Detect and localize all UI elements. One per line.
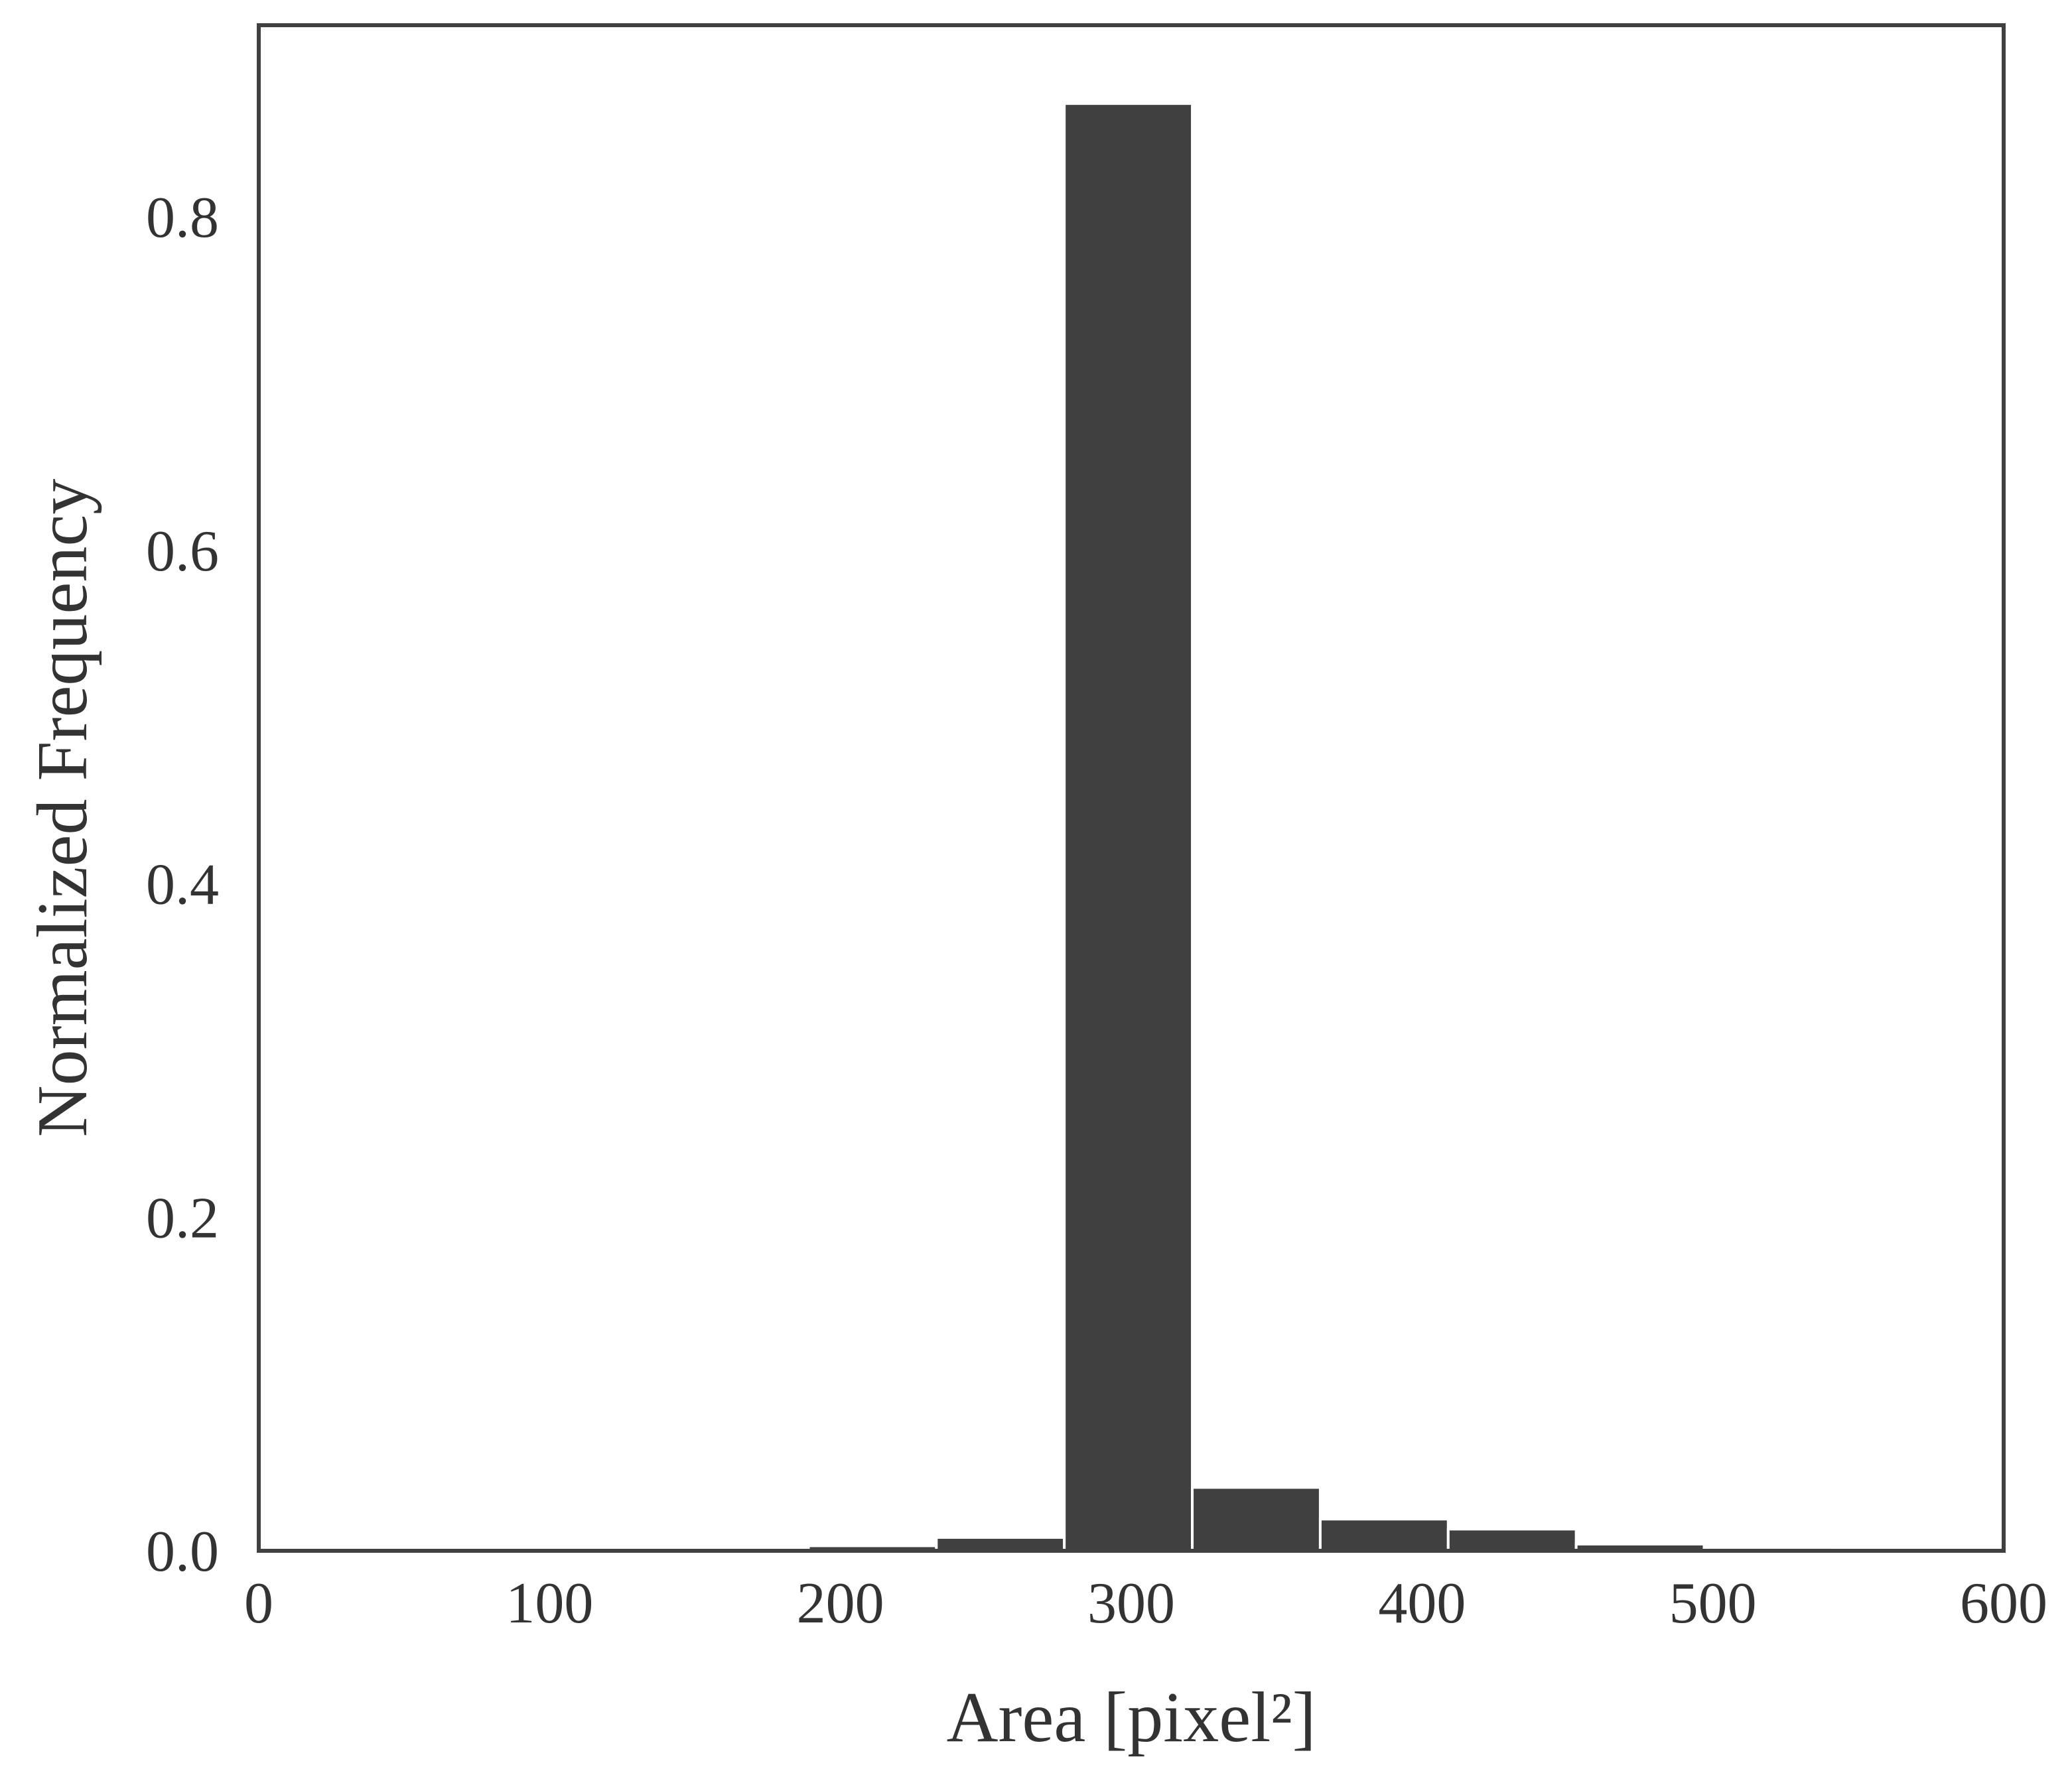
x-tick-label-2: 200 [797, 1571, 884, 1636]
axes-frame [257, 23, 2006, 1553]
histogram-bar-4 [1191, 1486, 1322, 1553]
histogram-bar-2 [935, 1536, 1066, 1552]
histogram-bar-6 [1446, 1528, 1578, 1553]
y-tick-label-0: 0.0 [146, 1520, 219, 1584]
x-tick-label-0: 0 [244, 1571, 273, 1636]
histogram-bar-5 [1318, 1518, 1450, 1553]
y-tick-label-3: 0.6 [146, 519, 219, 584]
x-ticks: 0 100 200 300 400 500 600 [244, 1571, 2047, 1636]
x-tick-label-1: 100 [506, 1571, 593, 1636]
x-tick-label-4: 400 [1378, 1571, 1466, 1636]
y-tick-label-1: 0.2 [146, 1186, 219, 1250]
x-axis-label: Area [pixel²] [946, 1678, 1316, 1757]
x-tick-label-3: 300 [1087, 1571, 1175, 1636]
x-tick-label-5: 500 [1669, 1571, 1757, 1636]
y-axis-label: Normalized Frequency [23, 479, 102, 1138]
y-tick-label-4: 0.8 [146, 186, 219, 250]
y-tick-label-2: 0.4 [146, 853, 219, 917]
histogram-bar-3 [1063, 102, 1194, 1552]
bars-layer [679, 102, 1834, 1553]
y-ticks: 0.0 0.2 0.4 0.6 0.8 [146, 186, 219, 1584]
x-tick-label-6: 600 [1960, 1571, 2047, 1636]
